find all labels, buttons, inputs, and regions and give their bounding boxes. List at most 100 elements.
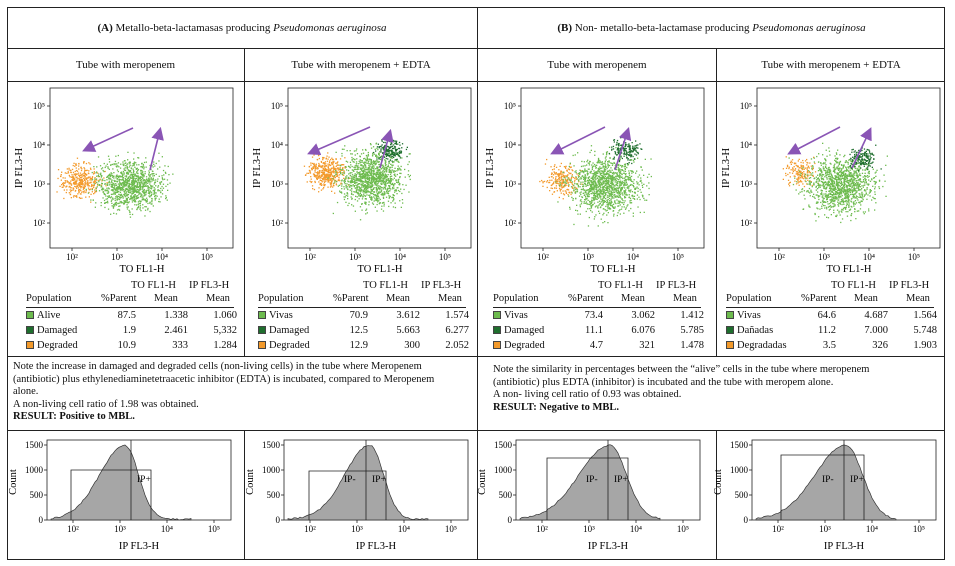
stats-table-2: TO FL1-H IP FL3-H Population %Parent Mean Mea… (258, 280, 469, 354)
table-head: Population %Parent Mean Mean (493, 293, 701, 307)
population-name: Damaged (269, 325, 310, 336)
col-divider-a-hist (244, 430, 245, 560)
dot-plot-frame (49, 87, 234, 249)
population-label: Degraded (26, 340, 78, 351)
dot-plot-frame (756, 87, 941, 249)
subheader-a1: Tube with meropenem (75, 59, 176, 71)
y-tick-label: 10² (271, 218, 283, 228)
parent-percent: 70.9 (349, 310, 368, 321)
y-tick-label: 0 (39, 515, 44, 525)
y-tick-label: 10² (33, 218, 45, 228)
alive-population (85, 151, 174, 218)
parent-percent: 4.7 (589, 340, 603, 351)
to-fl1-mean: 7.000 (864, 325, 888, 336)
stats-table-4: TO FL1-H IP FL3-H Population %Parent Mean Mea… (726, 280, 937, 354)
shift-arrow-2 (851, 127, 872, 169)
note-a-result: RESULT: Positive to MBL. (13, 411, 135, 422)
y-tick-label: 0 (744, 515, 749, 525)
x-tick-label: 10⁵ (672, 252, 684, 262)
y-tick-label: 10⁴ (740, 140, 752, 150)
population-color-swatch (493, 311, 501, 319)
to-fl1-mean: 6.076 (631, 325, 655, 336)
subheader-b1: Tube with meropenem (547, 59, 647, 71)
y-axis-label: Count (245, 469, 256, 495)
head-mean-1: Mean (154, 293, 178, 304)
table-rule (26, 307, 234, 308)
alive-population (327, 142, 411, 221)
header-divider (7, 48, 945, 49)
y-tick-label: 10⁴ (271, 140, 283, 150)
population-name: Degradadas (737, 340, 787, 351)
table-row: Vivas 64.6 4.687 1.564 (726, 310, 937, 324)
x-tick-label: 10³ (819, 524, 831, 534)
table-rule (258, 307, 466, 308)
y-tick-label: 500 (30, 490, 44, 500)
x-tick-label: 10⁴ (156, 252, 168, 262)
x-tick-label: 10² (537, 252, 549, 262)
population-label: Vivas (493, 310, 528, 321)
y-tick-label: 1500 (262, 440, 281, 450)
parent-percent: 12.5 (349, 325, 368, 336)
shift-arrow-2 (149, 126, 164, 171)
table-row: Dañadas 11.2 7.000 5.748 (726, 325, 937, 339)
x-tick-label: 10³ (349, 252, 361, 262)
ip-minus-label: IP- (344, 475, 356, 485)
population-name: Damaged (37, 325, 78, 336)
note-a-line-1: Note the increase in damaged and degrade… (13, 361, 422, 372)
population-name: Damaged (504, 325, 545, 336)
ip-plus-label: IP+ (137, 475, 151, 485)
population-label: Vivas (726, 310, 761, 321)
parent-percent: 3.5 (822, 340, 836, 351)
population-label: Damaged (493, 325, 544, 336)
x-tick-label: 10⁵ (201, 252, 213, 262)
note-b-line-3: A non- living cell ratio of 0.93 was obt… (493, 389, 682, 400)
table-row: Degraded 10.9 333 1.284 (26, 340, 237, 354)
table-head: Population %Parent Mean Mean (26, 293, 234, 307)
notes-bottom-divider (7, 430, 945, 431)
x-tick-label: 10⁴ (866, 524, 878, 534)
ip-fl3-mean: 1.478 (680, 340, 704, 351)
population-color-swatch (493, 341, 501, 349)
parent-percent: 12.9 (349, 340, 368, 351)
panel-a-title: (A) Metallo-beta-lactamasas producing Ps… (97, 22, 387, 34)
table-row: Damaged 11.1 6.076 5.785 (493, 325, 704, 339)
population-label: Dañadas (726, 325, 773, 336)
head-to-fl1: TO FL1-H (598, 280, 644, 291)
population-name: Vivas (737, 310, 761, 321)
table-row: Vivas 73.4 3.062 1.412 (493, 310, 704, 324)
center-divider (477, 7, 478, 560)
x-tick-label: 10³ (111, 252, 123, 262)
y-tick-label: 1500 (730, 440, 749, 450)
shift-arrow-1 (787, 126, 841, 155)
table-head: Population %Parent Mean Mean (726, 293, 934, 307)
y-axis-label: IP FL3-H (14, 148, 25, 189)
head-mean-1: Mean (854, 293, 878, 304)
x-tick-label: 10³ (583, 524, 595, 534)
population-color-swatch (726, 341, 734, 349)
population-color-swatch (258, 341, 266, 349)
note-b-line-2: (antibiotic) plus EDTA (inhibitor) is in… (493, 376, 834, 388)
population-color-swatch (258, 326, 266, 334)
y-tick-label: 500 (499, 490, 513, 500)
x-tick-label: 10⁴ (161, 524, 173, 534)
y-tick-label: 10⁴ (504, 140, 516, 150)
head-to-fl1: TO FL1-H (363, 280, 409, 291)
x-tick-label: 10² (772, 524, 784, 534)
head-parent: %Parent (801, 293, 837, 304)
ip-gate (546, 457, 629, 520)
ip-minus-label: IP- (586, 475, 598, 485)
to-fl1-mean: 4.687 (864, 310, 888, 321)
x-tick-label: 10⁵ (439, 252, 451, 262)
population-color-swatch (26, 326, 34, 334)
ip-gate (780, 454, 865, 520)
population-name: Alive (37, 310, 61, 321)
parent-percent: 87.5 (117, 310, 136, 321)
parent-percent: 10.9 (117, 340, 136, 351)
head-parent: %Parent (333, 293, 369, 304)
histogram-2: IP+ IP- 10² 0 10³ 500 10⁴ 1000 10⁵ 1500 IP FL3-H Co… (245, 439, 469, 552)
population-color-swatch (26, 311, 34, 319)
head-ip-fl3: IP FL3-H (421, 280, 462, 291)
head-ip-fl3: IP FL3-H (189, 280, 230, 291)
x-tick-label: 10⁵ (908, 252, 920, 262)
